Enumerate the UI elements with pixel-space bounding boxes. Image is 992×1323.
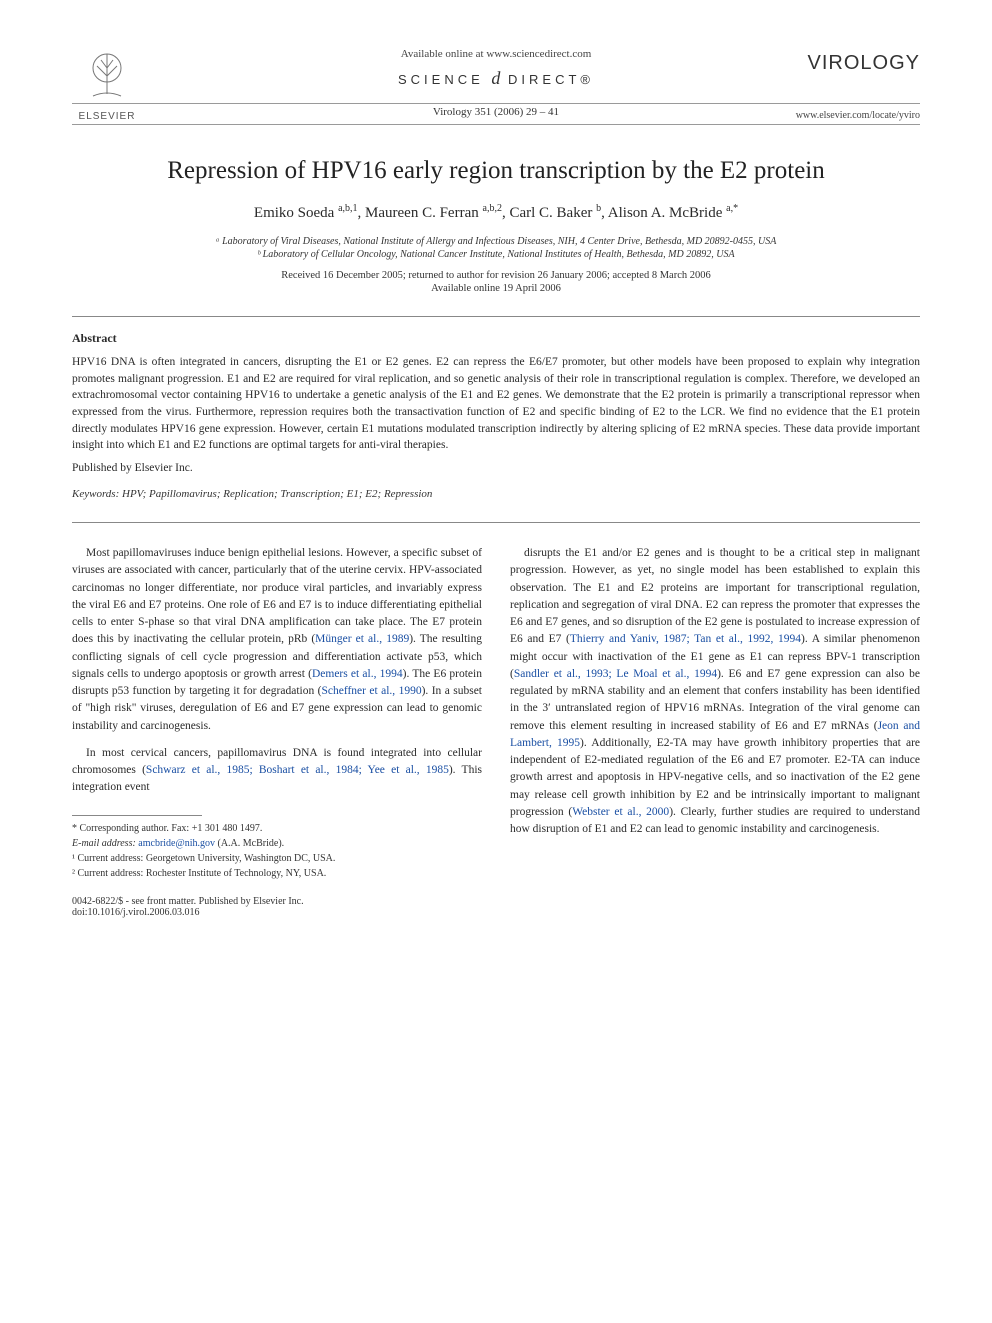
- journal-reference: Virology 351 (2006) 29 – 41: [72, 106, 920, 118]
- article-title: Repression of HPV16 early region transcr…: [72, 157, 920, 185]
- article-dates-line1: Received 16 December 2005; returned to a…: [72, 270, 920, 281]
- keywords-label: Keywords:: [72, 488, 119, 500]
- doi-line: doi:10.1016/j.virol.2006.03.016: [72, 907, 920, 918]
- footnotes-block: * Corresponding author. Fax: +1 301 480 …: [72, 822, 482, 881]
- footnote-rule: [72, 815, 202, 816]
- available-online-line: Available online at www.sciencedirect.co…: [72, 48, 920, 60]
- footnote-addr-2: ² Current address: Rochester Institute o…: [72, 867, 482, 881]
- copyright-line: 0042-6822/$ - see front matter. Publishe…: [72, 896, 920, 907]
- abstract-heading: Abstract: [72, 331, 920, 346]
- body-column-left: Most papillomaviruses induce benign epit…: [72, 545, 482, 882]
- abstract-bottom-rule: [72, 522, 920, 523]
- abstract-top-rule: [72, 316, 920, 317]
- body-paragraph: In most cervical cancers, papillomavirus…: [72, 745, 482, 797]
- article-dates-line2: Available online 19 April 2006: [72, 283, 920, 294]
- footnote-email-line: E-mail address: amcbride@nih.gov (A.A. M…: [72, 837, 482, 851]
- body-paragraph: Most papillomaviruses induce benign epit…: [72, 545, 482, 735]
- affiliation-a: ᵃ Laboratory of Viral Diseases, National…: [72, 236, 920, 247]
- body-columns: Most papillomaviruses induce benign epit…: [72, 545, 920, 882]
- footnote-email-link[interactable]: amcbride@nih.gov: [138, 838, 215, 849]
- header-rule-bottom: [72, 124, 920, 125]
- elsevier-logo: ELSEVIER: [72, 48, 142, 122]
- body-paragraph: disrupts the E1 and/or E2 genes and is t…: [510, 545, 920, 838]
- published-by-line: Published by Elsevier Inc.: [72, 462, 920, 474]
- journal-name-logo: VIROLOGY: [808, 52, 920, 75]
- footnote-email-owner: (A.A. McBride).: [218, 838, 285, 849]
- sd-pre: SCIENCE: [398, 72, 484, 87]
- sciencedirect-logo: SCIENCE d DIRECT®: [72, 68, 920, 89]
- footnote-email-label: E-mail address:: [72, 838, 136, 849]
- sd-at-icon: d: [491, 68, 500, 88]
- sd-post: DIRECT®: [508, 72, 594, 87]
- elsevier-wordmark: ELSEVIER: [72, 111, 142, 122]
- keywords-list: HPV; Papillomavirus; Replication; Transc…: [122, 488, 432, 500]
- abstract-body: HPV16 DNA is often integrated in cancers…: [72, 354, 920, 454]
- header-rule-top: [72, 103, 920, 104]
- footnote-corresponding: * Corresponding author. Fax: +1 301 480 …: [72, 822, 482, 836]
- elsevier-tree-icon: [79, 48, 135, 104]
- author-list: Emiko Soeda a,b,1, Maureen C. Ferran a,b…: [72, 203, 920, 222]
- article-header: ELSEVIER VIROLOGY www.elsevier.com/locat…: [72, 48, 920, 125]
- footnote-addr-1: ¹ Current address: Georgetown University…: [72, 852, 482, 866]
- journal-locate-url: www.elsevier.com/locate/yviro: [796, 110, 920, 121]
- keywords-line: Keywords: HPV; Papillomavirus; Replicati…: [72, 488, 920, 500]
- body-column-right: disrupts the E1 and/or E2 genes and is t…: [510, 545, 920, 882]
- affiliation-b: ᵇ Laboratory of Cellular Oncology, Natio…: [72, 249, 920, 260]
